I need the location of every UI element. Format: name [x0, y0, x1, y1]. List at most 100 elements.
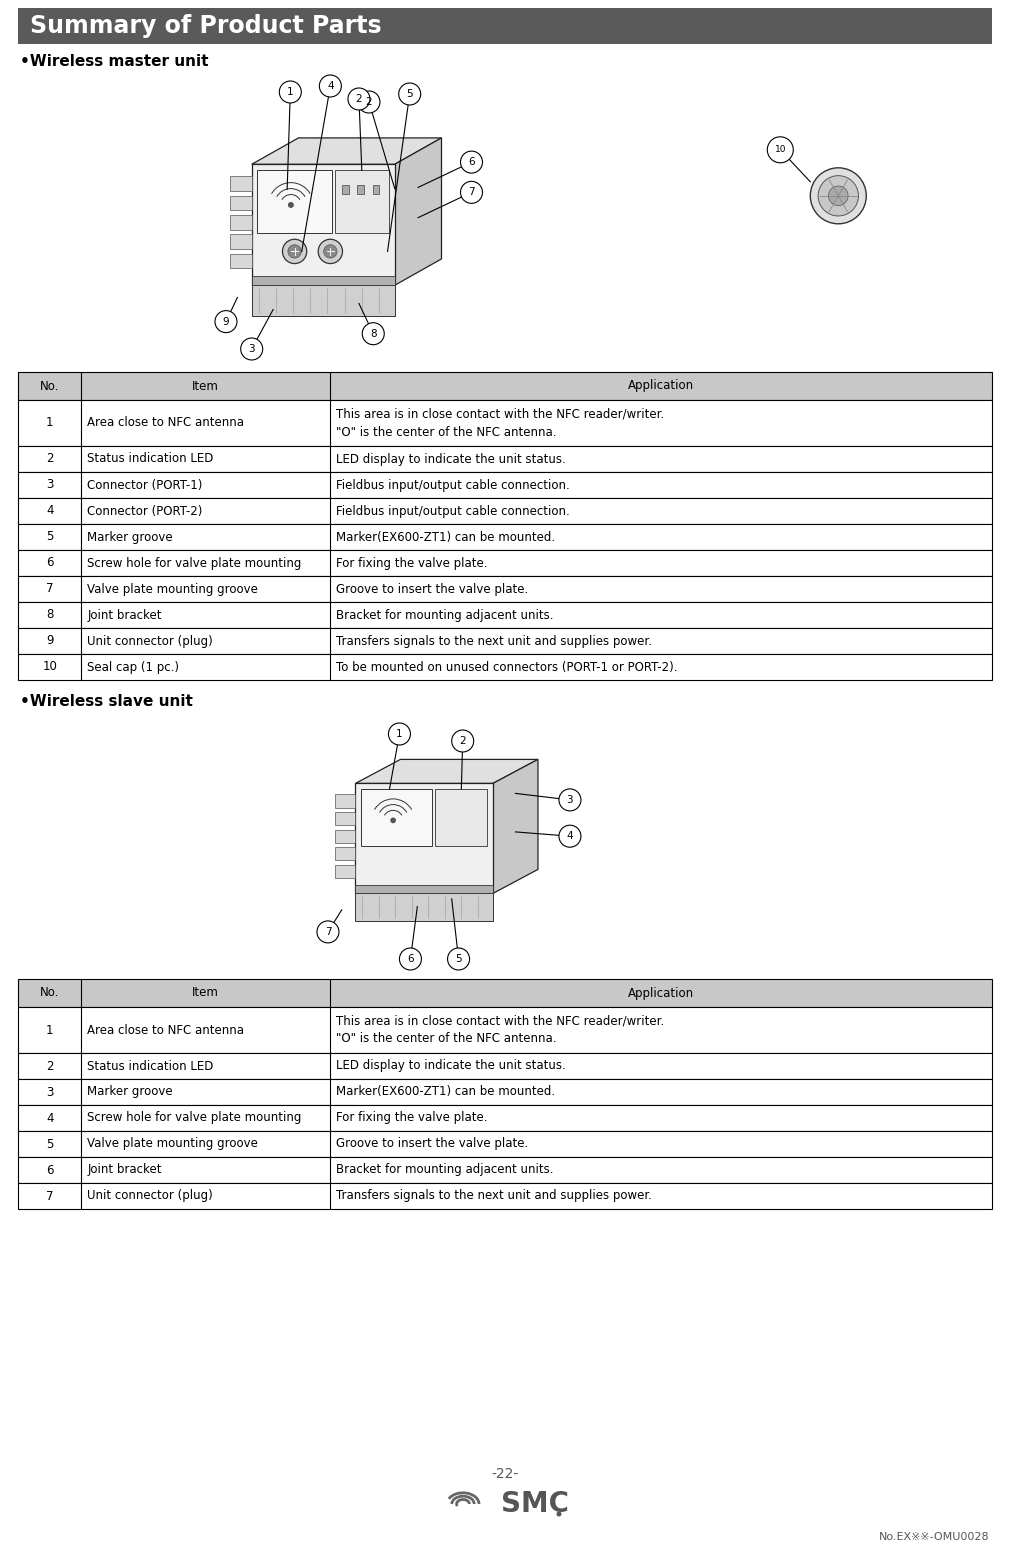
Text: 4: 4 — [45, 505, 54, 517]
Text: 9: 9 — [222, 317, 229, 326]
Bar — [335, 813, 356, 825]
Circle shape — [288, 244, 301, 258]
Text: Valve plate mounting groove: Valve plate mounting groove — [87, 1138, 259, 1150]
Bar — [335, 794, 356, 808]
Circle shape — [461, 182, 483, 204]
Text: 1: 1 — [287, 87, 294, 96]
Circle shape — [363, 323, 384, 345]
Bar — [230, 214, 251, 230]
Text: 3: 3 — [46, 479, 54, 491]
Text: Seal cap (1 pc.): Seal cap (1 pc.) — [87, 660, 180, 673]
Text: 7: 7 — [45, 583, 54, 595]
Text: 3: 3 — [248, 343, 255, 354]
Circle shape — [283, 239, 307, 264]
Bar — [342, 185, 348, 194]
Text: Marker(EX600-ZT1) can be mounted.: Marker(EX600-ZT1) can be mounted. — [335, 530, 554, 544]
Text: 2: 2 — [45, 452, 54, 466]
Bar — [18, 399, 992, 446]
Text: Connector (PORT-1): Connector (PORT-1) — [87, 479, 203, 491]
Circle shape — [240, 339, 263, 361]
Bar — [251, 286, 395, 315]
Text: 4: 4 — [567, 831, 574, 841]
Bar — [18, 654, 992, 681]
Text: Bracket for mounting adjacent units.: Bracket for mounting adjacent units. — [335, 1164, 553, 1176]
Text: Area close to NFC antenna: Area close to NFC antenna — [87, 1024, 244, 1037]
Bar — [251, 275, 395, 286]
Text: Item: Item — [192, 987, 219, 999]
Text: 4: 4 — [327, 81, 333, 92]
Circle shape — [390, 817, 396, 824]
Circle shape — [358, 92, 380, 113]
Text: 1: 1 — [396, 729, 403, 740]
Bar — [18, 1078, 992, 1105]
Text: •Wireless slave unit: •Wireless slave unit — [20, 695, 193, 709]
Text: Marker groove: Marker groove — [87, 530, 173, 544]
Text: 7: 7 — [324, 926, 331, 937]
Bar — [373, 185, 379, 194]
Circle shape — [348, 89, 370, 110]
Text: Status indication LED: Status indication LED — [87, 1060, 214, 1072]
Text: 5: 5 — [46, 1138, 54, 1150]
Bar — [230, 196, 251, 210]
Text: Status indication LED: Status indication LED — [87, 452, 214, 466]
Bar — [335, 847, 356, 861]
Circle shape — [461, 151, 483, 172]
Text: Transfers signals to the next unit and supplies power.: Transfers signals to the next unit and s… — [335, 1189, 651, 1203]
Bar — [230, 177, 251, 191]
Bar — [335, 864, 356, 878]
Bar — [18, 550, 992, 577]
Text: 1: 1 — [45, 416, 54, 429]
Bar — [18, 1183, 992, 1209]
Polygon shape — [251, 138, 441, 165]
Text: 10: 10 — [42, 660, 58, 673]
Circle shape — [399, 82, 421, 106]
Bar — [435, 789, 488, 845]
Text: 7: 7 — [45, 1189, 54, 1203]
Bar — [18, 1131, 992, 1158]
Circle shape — [317, 922, 339, 943]
Text: This area is in close contact with the NFC reader/writer.
"O" is the center of t: This area is in close contact with the N… — [335, 1015, 664, 1046]
Text: Application: Application — [628, 987, 694, 999]
Circle shape — [559, 789, 581, 811]
Text: Transfers signals to the next unit and supplies power.: Transfers signals to the next unit and s… — [335, 634, 651, 648]
Bar — [18, 979, 992, 1007]
Bar — [230, 235, 251, 249]
Circle shape — [810, 168, 867, 224]
Circle shape — [451, 730, 474, 752]
Bar — [18, 524, 992, 550]
Text: Bracket for mounting adjacent units.: Bracket for mounting adjacent units. — [335, 609, 553, 622]
Text: SMC: SMC — [501, 1490, 569, 1518]
Text: -22-: -22- — [492, 1467, 518, 1481]
Text: No.: No. — [40, 987, 60, 999]
Bar — [356, 894, 493, 922]
Bar — [361, 789, 432, 845]
Bar — [18, 1007, 992, 1054]
Text: Area close to NFC antenna: Area close to NFC antenna — [87, 416, 244, 429]
Text: 6: 6 — [45, 556, 54, 569]
Text: 6: 6 — [45, 1164, 54, 1176]
Bar — [18, 8, 992, 44]
Circle shape — [323, 244, 337, 258]
Text: This area is in close contact with the NFC reader/writer.
"O" is the center of t: This area is in close contact with the N… — [335, 407, 664, 438]
Polygon shape — [395, 138, 441, 286]
Circle shape — [447, 948, 470, 970]
Text: 9: 9 — [45, 634, 54, 648]
Circle shape — [557, 1512, 562, 1517]
Bar — [18, 1158, 992, 1183]
Text: 2: 2 — [366, 96, 373, 107]
Polygon shape — [493, 760, 538, 894]
Text: Summary of Product Parts: Summary of Product Parts — [30, 14, 382, 37]
Text: 6: 6 — [469, 157, 475, 168]
Text: 8: 8 — [370, 329, 377, 339]
Bar — [230, 253, 251, 269]
Bar — [356, 884, 493, 894]
Circle shape — [768, 137, 793, 163]
Bar — [335, 830, 356, 842]
Text: Unit connector (plug): Unit connector (plug) — [87, 1189, 213, 1203]
Circle shape — [319, 75, 341, 96]
Bar — [18, 371, 992, 399]
Text: 1: 1 — [45, 1024, 54, 1037]
Text: Joint bracket: Joint bracket — [87, 609, 162, 622]
Text: Marker(EX600-ZT1) can be mounted.: Marker(EX600-ZT1) can be mounted. — [335, 1086, 554, 1099]
Text: Valve plate mounting groove: Valve plate mounting groove — [87, 583, 259, 595]
